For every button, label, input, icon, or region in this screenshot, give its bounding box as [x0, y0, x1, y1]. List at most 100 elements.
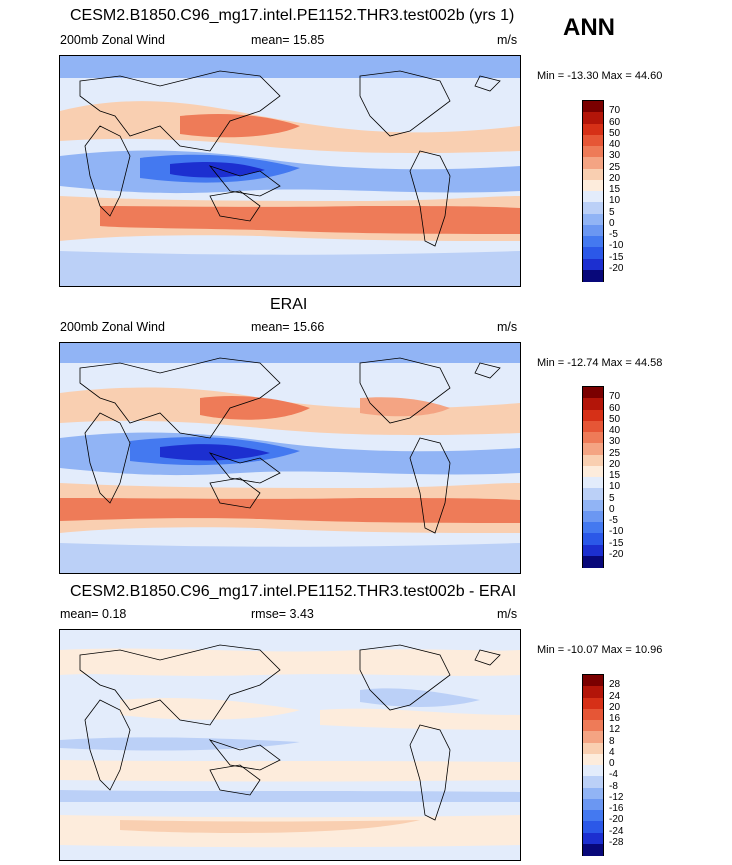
colorbar-swatch [583, 398, 603, 410]
panel3-minmax: Min = -10.07 Max = 10.96 [537, 644, 663, 656]
panel3-units-label: m/s [497, 607, 518, 621]
colorbar-tick-label: 70 [609, 391, 621, 403]
panel3-title: CESM2.B1850.C96_mg17.intel.PE1152.THR3.t… [70, 583, 517, 600]
colorbar-swatch [583, 731, 603, 743]
colorbar-swatch [583, 123, 603, 136]
colorbar-swatch [583, 843, 603, 856]
colorbar-swatch [583, 213, 603, 226]
colorbar-tick-label: 15 [609, 184, 621, 195]
colorbar-swatch [583, 488, 603, 500]
colorbar-tick-label: -10 [609, 240, 624, 252]
colorbar-tick-label: 15 [609, 470, 621, 481]
panel1-minmax: Min = -13.30 Max = 44.60 [537, 70, 663, 82]
panel2-units-label: m/s [497, 320, 518, 334]
panel2-minmax: Min = -12.74 Max = 44.58 [537, 357, 663, 369]
panel2-mean-label: mean= 15.66 [251, 320, 325, 334]
colorbar-tick-label: -20 [609, 814, 624, 826]
colorbar-swatch [583, 675, 603, 687]
colorbar-tick-label: -20 [609, 548, 624, 560]
colorbar-tick-label: 10 [609, 481, 621, 493]
colorbar-tick-label: 60 [609, 402, 621, 414]
colorbar-swatch [583, 236, 603, 248]
colorbar-tick-label: 20 [609, 701, 621, 713]
colorbar-swatch [583, 522, 603, 534]
colorbar-swatch [583, 776, 603, 788]
colorbar-swatch [583, 179, 603, 192]
colorbar-tick-label: 0 [609, 503, 615, 515]
colorbar-tick-label: 28 [609, 679, 621, 691]
colorbar-swatch [583, 787, 603, 800]
colorbar-tick-label: 20 [609, 458, 621, 470]
panel2-title: ERAI [270, 296, 308, 313]
colorbar-swatch [583, 269, 603, 282]
colorbar-swatch [583, 168, 603, 181]
colorbar-swatch [583, 533, 603, 545]
colorbar-tick-label: 10 [609, 195, 621, 207]
colorbar-tick-label: -24 [609, 825, 624, 837]
colorbar-tick-label: 25 [609, 447, 621, 459]
colorbar-tick-label: 50 [609, 127, 621, 139]
colorbar-swatch [583, 146, 603, 158]
colorbar-swatch [583, 443, 603, 455]
colorbar-tick-label: 12 [609, 724, 621, 736]
panel2-colorbar [582, 386, 604, 568]
colorbar-tick-label: -20 [609, 262, 624, 274]
colorbar-swatch [583, 765, 603, 777]
colorbar-tick-label: -8 [609, 780, 618, 792]
colorbar-tick-label: 25 [609, 161, 621, 173]
colorbar-tick-label: 16 [609, 713, 621, 724]
colorbar-swatch [583, 432, 603, 444]
colorbar-swatch [583, 465, 603, 478]
colorbar-swatch [583, 247, 603, 259]
colorbar-tick-label: 50 [609, 413, 621, 425]
panel1-map [59, 55, 521, 287]
colorbar-swatch [583, 832, 603, 845]
colorbar-swatch [583, 720, 603, 732]
colorbar-tick-label: 40 [609, 139, 621, 150]
colorbar-tick-label: -16 [609, 803, 624, 814]
colorbar-swatch [583, 101, 603, 113]
colorbar-tick-label: 8 [609, 735, 615, 747]
colorbar-swatch [583, 202, 603, 214]
colorbar-swatch [583, 510, 603, 523]
colorbar-tick-label: -5 [609, 229, 618, 240]
colorbar-swatch [583, 697, 603, 710]
colorbar-tick-label: 30 [609, 436, 621, 448]
panel1-colorbar [582, 100, 604, 282]
colorbar-swatch [583, 409, 603, 422]
colorbar-swatch [583, 555, 603, 568]
panel3-colorbar [582, 674, 604, 856]
colorbar-tick-label: -15 [609, 251, 624, 263]
colorbar-tick-label: 4 [609, 746, 615, 758]
panel3-rmse-label: rmse= 3.43 [251, 607, 314, 621]
colorbar-swatch [583, 454, 603, 467]
colorbar-swatch [583, 742, 603, 755]
colorbar-swatch [583, 810, 603, 822]
colorbar-tick-label: -10 [609, 526, 624, 538]
colorbar-swatch [583, 499, 603, 512]
colorbar-tick-label: -4 [609, 769, 618, 781]
colorbar-swatch [583, 224, 603, 237]
panel1-mean-label: mean= 15.85 [251, 33, 325, 47]
colorbar-tick-label: 0 [609, 758, 615, 769]
panel3-mean-label: mean= 0.18 [60, 607, 127, 621]
colorbar-swatch [583, 708, 603, 721]
colorbar-tick-label: 20 [609, 172, 621, 184]
colorbar-tick-label: 5 [609, 206, 615, 218]
colorbar-tick-label: -28 [609, 836, 624, 848]
colorbar-tick-label: -12 [609, 791, 624, 803]
colorbar-swatch [583, 686, 603, 698]
colorbar-tick-label: 30 [609, 150, 621, 162]
colorbar-tick-label: 24 [609, 690, 621, 702]
panel1-units-label: m/s [497, 33, 518, 47]
colorbar-swatch [583, 420, 603, 433]
colorbar-tick-label: -5 [609, 515, 618, 526]
colorbar-swatch [583, 191, 603, 203]
colorbar-swatch [583, 477, 603, 489]
panel3-map [59, 629, 521, 861]
panel1-variable-label: 200mb Zonal Wind [60, 33, 165, 47]
colorbar-tick-label: -15 [609, 537, 624, 549]
colorbar-tick-label: 40 [609, 425, 621, 436]
colorbar-swatch [583, 821, 603, 833]
panel1-title: CESM2.B1850.C96_mg17.intel.PE1152.THR3.t… [70, 7, 515, 24]
